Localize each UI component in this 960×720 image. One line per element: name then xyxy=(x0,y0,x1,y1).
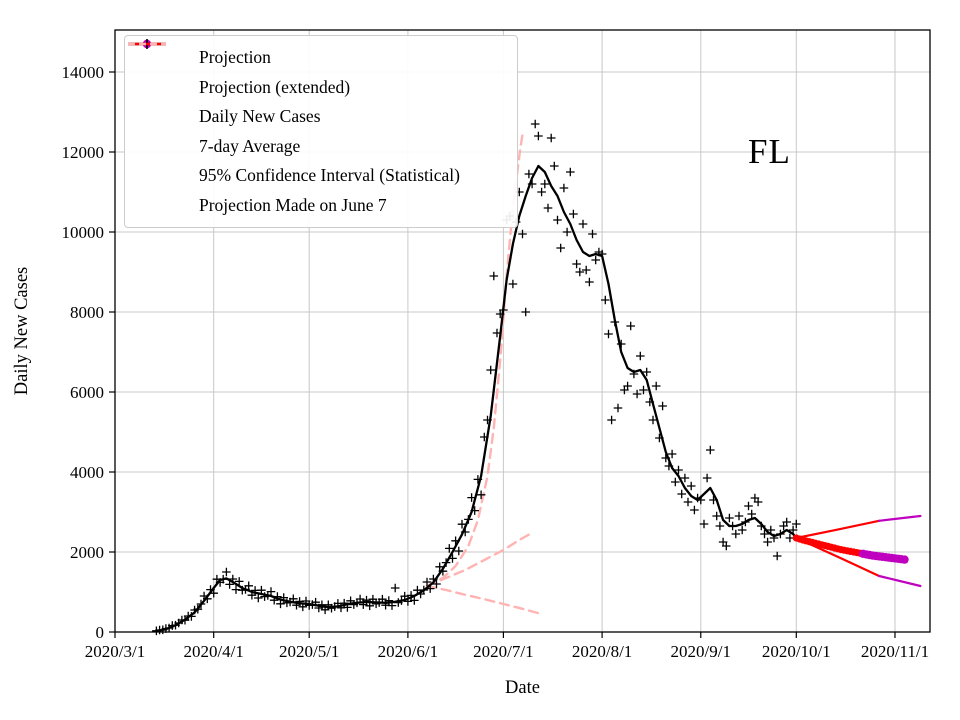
series-ci_upper_extended xyxy=(878,514,922,522)
legend-item-projection: Projection xyxy=(125,39,517,73)
svg-text:2020/6/1: 2020/6/1 xyxy=(378,642,438,661)
legend-label: Projection xyxy=(199,47,271,68)
svg-text:2020/7/1: 2020/7/1 xyxy=(473,642,533,661)
legend-label: Projection (extended) xyxy=(199,76,351,97)
svg-text:2020/3/1: 2020/3/1 xyxy=(85,642,145,661)
legend-label: 95% Confidence Interval (Statistical) xyxy=(199,165,460,186)
series-projection_june7_lower xyxy=(425,584,540,615)
legend-label: 7-day Average xyxy=(199,135,301,156)
legend-item-7day-average: 7-day Average xyxy=(125,42,517,162)
svg-text:2020/10/1: 2020/10/1 xyxy=(762,642,831,661)
series-ci_lower_extended xyxy=(878,574,922,588)
legend-label: Projection Made on June 7 xyxy=(199,194,387,215)
svg-text:Daily New Cases: Daily New Cases xyxy=(12,267,32,395)
svg-text:12000: 12000 xyxy=(62,143,105,162)
state-annotation: FL xyxy=(748,132,791,171)
legend: Projection Projection (extended) Daily N… xyxy=(124,35,518,228)
legend-label: Daily New Cases xyxy=(199,106,321,127)
svg-text:2020/9/1: 2020/9/1 xyxy=(671,642,731,661)
legend-item-daily-new-cases: Daily New Cases xyxy=(125,39,517,132)
series-seven_day_avg xyxy=(155,164,798,633)
svg-text:2020/5/1: 2020/5/1 xyxy=(279,642,339,661)
svg-text:2020/11/1: 2020/11/1 xyxy=(861,642,929,661)
svg-text:10000: 10000 xyxy=(62,223,105,242)
svg-text:2020/4/1: 2020/4/1 xyxy=(183,642,243,661)
svg-text:2000: 2000 xyxy=(70,543,104,562)
legend-item-projection-june7: Projection Made on June 7 xyxy=(125,42,517,221)
svg-text:Date: Date xyxy=(505,678,540,698)
svg-text:0: 0 xyxy=(96,623,105,642)
svg-text:2020/8/1: 2020/8/1 xyxy=(572,642,632,661)
svg-text:14000: 14000 xyxy=(62,63,105,82)
series-projection_extended-dot xyxy=(900,555,909,564)
series-ci_upper xyxy=(795,519,881,540)
series-projection_june7_mid xyxy=(425,531,534,588)
legend-item-confidence-interval: 95% Confidence Interval (Statistical) xyxy=(125,42,517,191)
legend-item-projection-extended: Projection (extended) xyxy=(125,39,517,103)
svg-text:4000: 4000 xyxy=(70,463,104,482)
svg-text:6000: 6000 xyxy=(70,383,104,402)
svg-text:8000: 8000 xyxy=(70,303,104,322)
